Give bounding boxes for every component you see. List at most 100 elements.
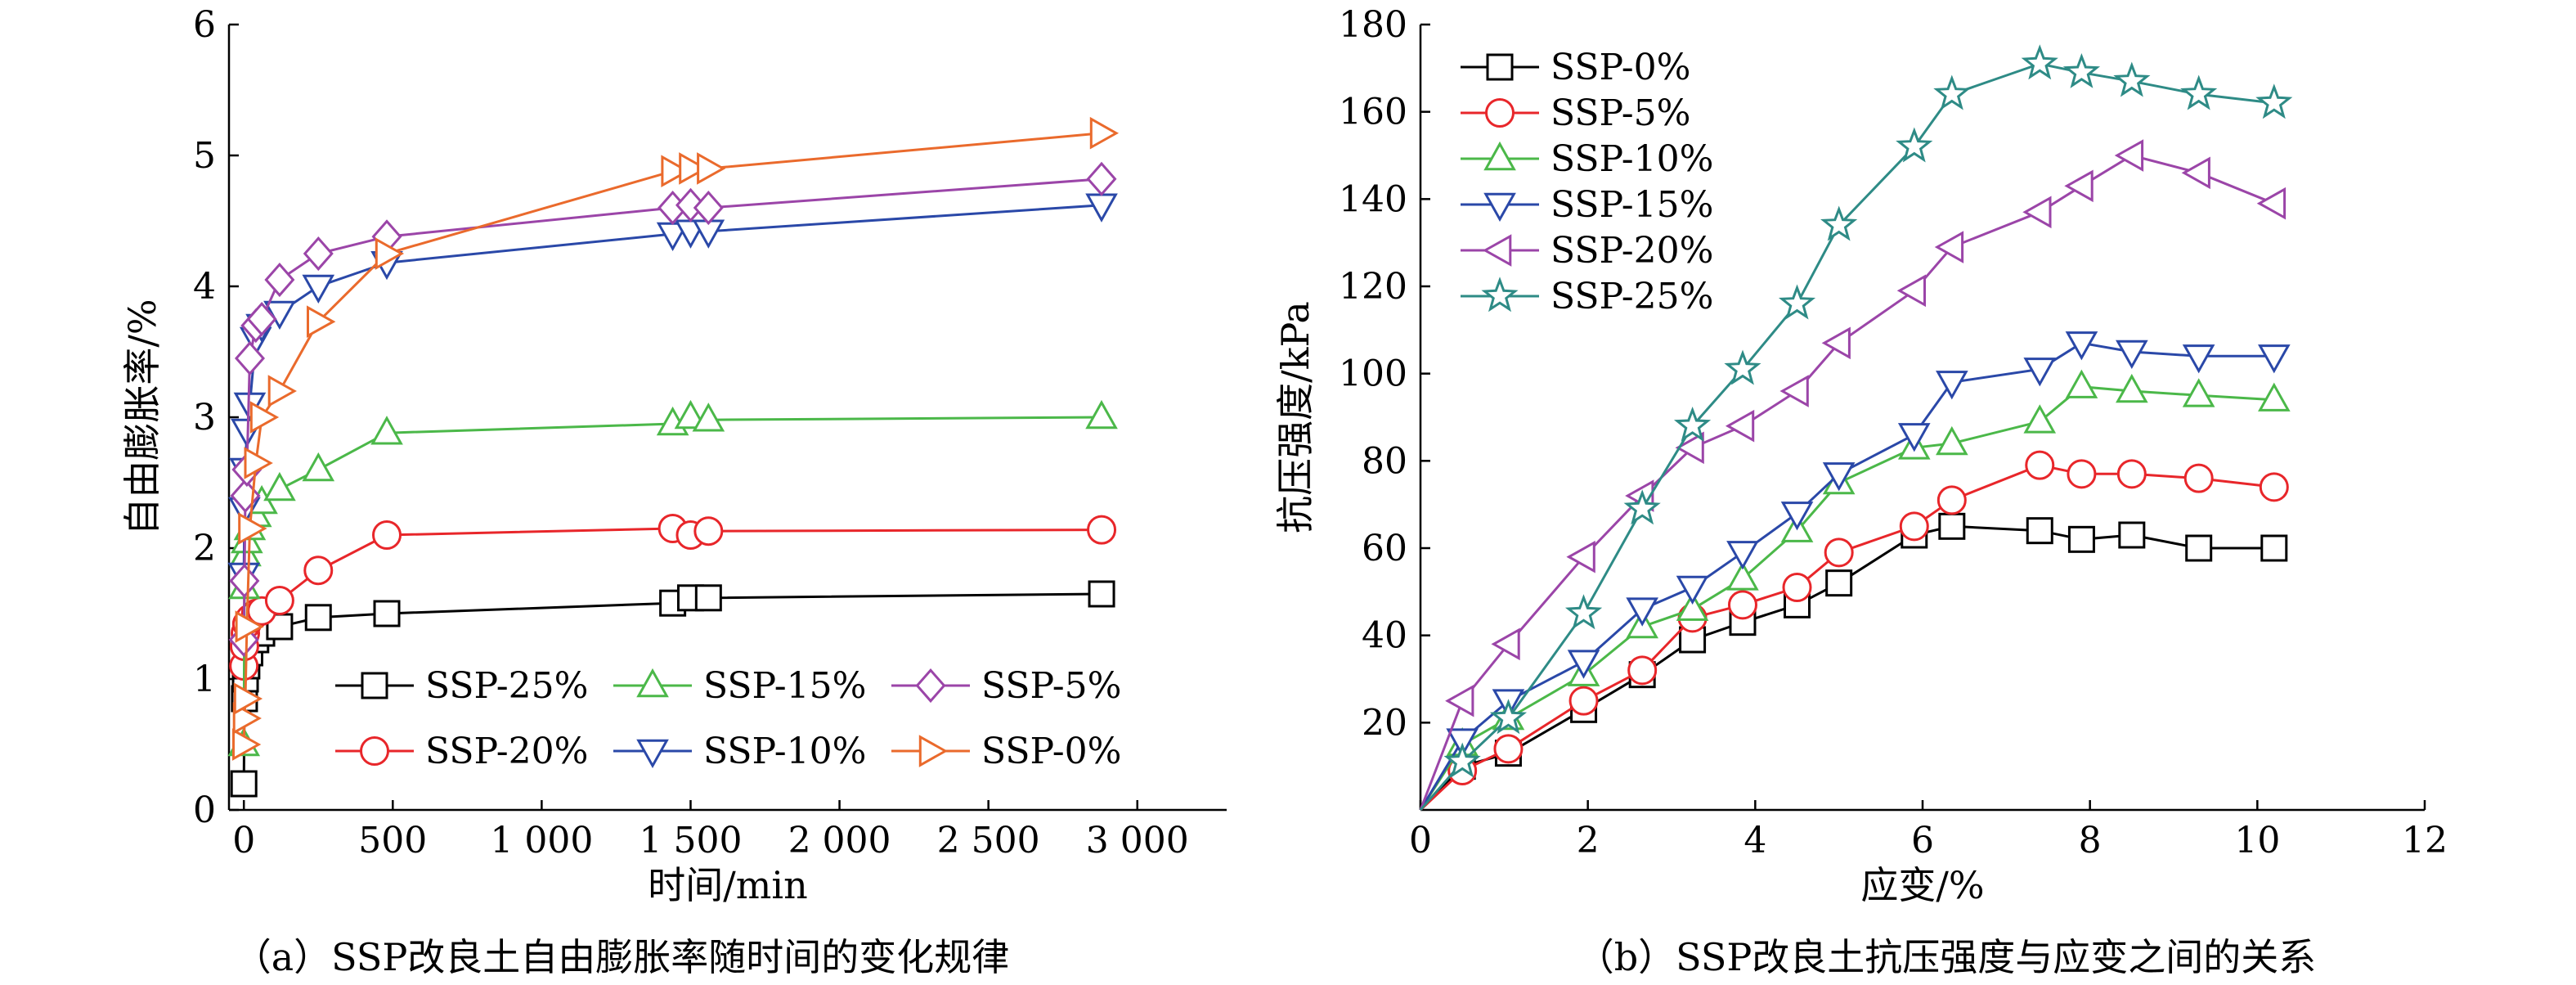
data-point [2260, 534, 2288, 562]
data-point [675, 187, 706, 223]
data-point [246, 302, 277, 337]
y-tick-label: 1 [193, 659, 216, 700]
series-SSP-0% [232, 116, 1120, 761]
data-point [1936, 485, 1967, 515]
series-line [1419, 341, 2274, 811]
data-point [1088, 580, 1115, 608]
data-point [2259, 472, 2289, 502]
data-point [1822, 462, 1856, 492]
x-tick-label: 500 [358, 820, 427, 861]
x-tick-label: 1 000 [490, 820, 593, 861]
data-point [1897, 423, 1931, 452]
y-tick-label: 0 [193, 789, 216, 831]
data-point [2185, 534, 2213, 562]
series-line [1419, 154, 2275, 811]
legend-entry: SSP-10% [1461, 138, 1713, 180]
legend-entry: SSP-10% [613, 731, 866, 772]
data-point [229, 564, 260, 599]
data-point [679, 152, 708, 185]
y-axis-title: 自由膨胀率/% [120, 299, 164, 535]
series-line [1419, 524, 2274, 812]
data-point [232, 728, 262, 761]
data-point [1673, 406, 1712, 442]
x-tick-label: 0 [1409, 820, 1432, 861]
legend: SSP-25% SSP-20% SSP-15% SSP-10% SSP-5% SSP-0% [335, 665, 1121, 772]
data-point [2258, 382, 2291, 412]
chart-b-strength-strain: 0 2 4 6 8 10 12 20 40 60 80 100 120 140 160 180 应变/% 抗压强度… [1273, 4, 2448, 907]
data-point [303, 236, 334, 272]
data-point [1778, 284, 1816, 320]
legend-label: SSP-15% [703, 665, 866, 707]
legend-label: SSP-5% [981, 665, 1121, 707]
data-point [372, 520, 402, 550]
data-point [2021, 44, 2058, 80]
legend-label: SSP-0% [1551, 47, 1690, 88]
legend-label: SSP-25% [1551, 276, 1713, 317]
data-point [264, 586, 294, 615]
y-tick-label: 4 [193, 266, 216, 308]
data-point [693, 191, 724, 226]
y-tick-label: 120 [1339, 266, 1407, 308]
legend-entry: SSP-5% [1461, 92, 1690, 134]
data-point [2180, 74, 2218, 110]
legend-marker [1485, 98, 1515, 128]
data-point [2064, 169, 2094, 203]
series-SSP-15% [227, 399, 1118, 757]
legend-marker [1486, 53, 1514, 81]
legend-entry: SSP-5% [891, 665, 1121, 707]
data-point [2181, 156, 2210, 190]
legend-marker [1483, 192, 1516, 223]
data-point [2065, 331, 2098, 361]
legend-entry: SSP-0% [891, 731, 1121, 772]
data-point [307, 305, 336, 338]
data-point [694, 584, 722, 612]
y-tick-label: 40 [1362, 615, 1407, 657]
data-point [2067, 525, 2095, 553]
legend-entry: SSP-20% [1461, 230, 1713, 272]
legend-marker [636, 668, 669, 698]
data-point [1085, 193, 1118, 223]
data-point [230, 770, 258, 798]
data-point [1626, 597, 1658, 627]
data-point [1086, 161, 1117, 196]
data-point [1564, 594, 1603, 630]
data-point [1623, 489, 1661, 525]
data-point [1825, 569, 1853, 597]
y-tick-label: 20 [1362, 702, 1407, 744]
data-point [2116, 340, 2148, 370]
data-point [1899, 511, 1929, 542]
x-tick-label: 0 [232, 820, 255, 861]
data-point [370, 416, 403, 445]
data-point [1675, 431, 1704, 465]
data-point [302, 274, 335, 304]
y-tick-label: 160 [1339, 92, 1407, 133]
data-point [2065, 369, 2098, 398]
data-point [1085, 399, 1118, 430]
data-point [1566, 540, 1595, 573]
legend-marker [360, 736, 389, 766]
x-tick-label: 8 [2079, 820, 2102, 861]
legend-label: SSP-20% [1551, 230, 1713, 272]
data-point [1934, 231, 1964, 263]
series-SSP-10% [1419, 369, 2291, 811]
x-tick-label: 2 000 [788, 820, 891, 861]
x-tick-label: 2 [1577, 820, 1600, 861]
data-point [1933, 74, 1971, 110]
data-point [2255, 83, 2293, 119]
y-tick-label: 100 [1339, 353, 1407, 395]
data-point [2026, 517, 2053, 545]
data-point [2258, 344, 2291, 374]
legend-label: SSP-10% [703, 731, 866, 772]
y-tick-label: 60 [1362, 528, 1407, 569]
legend-marker [918, 735, 949, 767]
data-point [233, 682, 263, 715]
data-point [373, 600, 401, 627]
data-point [2023, 358, 2057, 387]
x-axis-title: 时间/min [648, 863, 807, 907]
data-point [375, 237, 405, 270]
data-point [1725, 409, 1755, 443]
x-tick-label: 6 [1911, 820, 1934, 861]
data-point [1727, 590, 1757, 620]
legend-marker [1482, 234, 1512, 267]
